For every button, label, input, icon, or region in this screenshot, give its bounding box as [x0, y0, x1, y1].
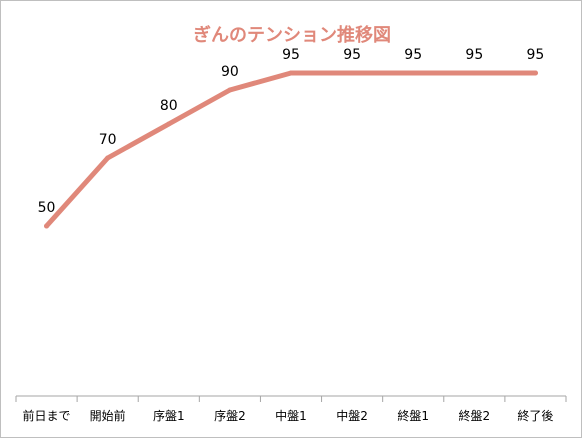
- x-tick-label: 開始前: [90, 408, 126, 423]
- x-tick-label: 前日まで: [23, 408, 71, 423]
- x-tick-label: 中盤2: [336, 408, 368, 423]
- x-tick-label: 終了後: [517, 408, 553, 423]
- data-point: [471, 70, 477, 76]
- data-label: 80: [160, 98, 178, 114]
- data-label: 95: [343, 47, 361, 63]
- data-point: [532, 70, 538, 76]
- data-label: 50: [38, 200, 56, 216]
- x-tick-label: 序盤2: [214, 408, 246, 423]
- data-label: 95: [527, 47, 545, 63]
- data-point: [166, 121, 172, 127]
- data-label: 95: [404, 47, 422, 63]
- data-point: [44, 223, 50, 229]
- data-label: 95: [282, 47, 300, 63]
- x-tick-label: 中盤1: [275, 408, 307, 423]
- data-label: 90: [221, 64, 239, 80]
- data-point: [410, 70, 416, 76]
- series-line: [44, 70, 538, 229]
- data-point: [227, 87, 233, 93]
- data-point: [349, 70, 355, 76]
- x-tick-label: 終盤1: [397, 408, 429, 423]
- data-label: 95: [465, 47, 483, 63]
- data-point: [105, 155, 111, 161]
- x-tick-label: 序盤1: [153, 408, 185, 423]
- x-tick-label: 終盤2: [459, 408, 491, 423]
- chart-title: ぎんのテンション推移図: [193, 25, 391, 46]
- data-point: [288, 70, 294, 76]
- data-label: 70: [99, 132, 117, 148]
